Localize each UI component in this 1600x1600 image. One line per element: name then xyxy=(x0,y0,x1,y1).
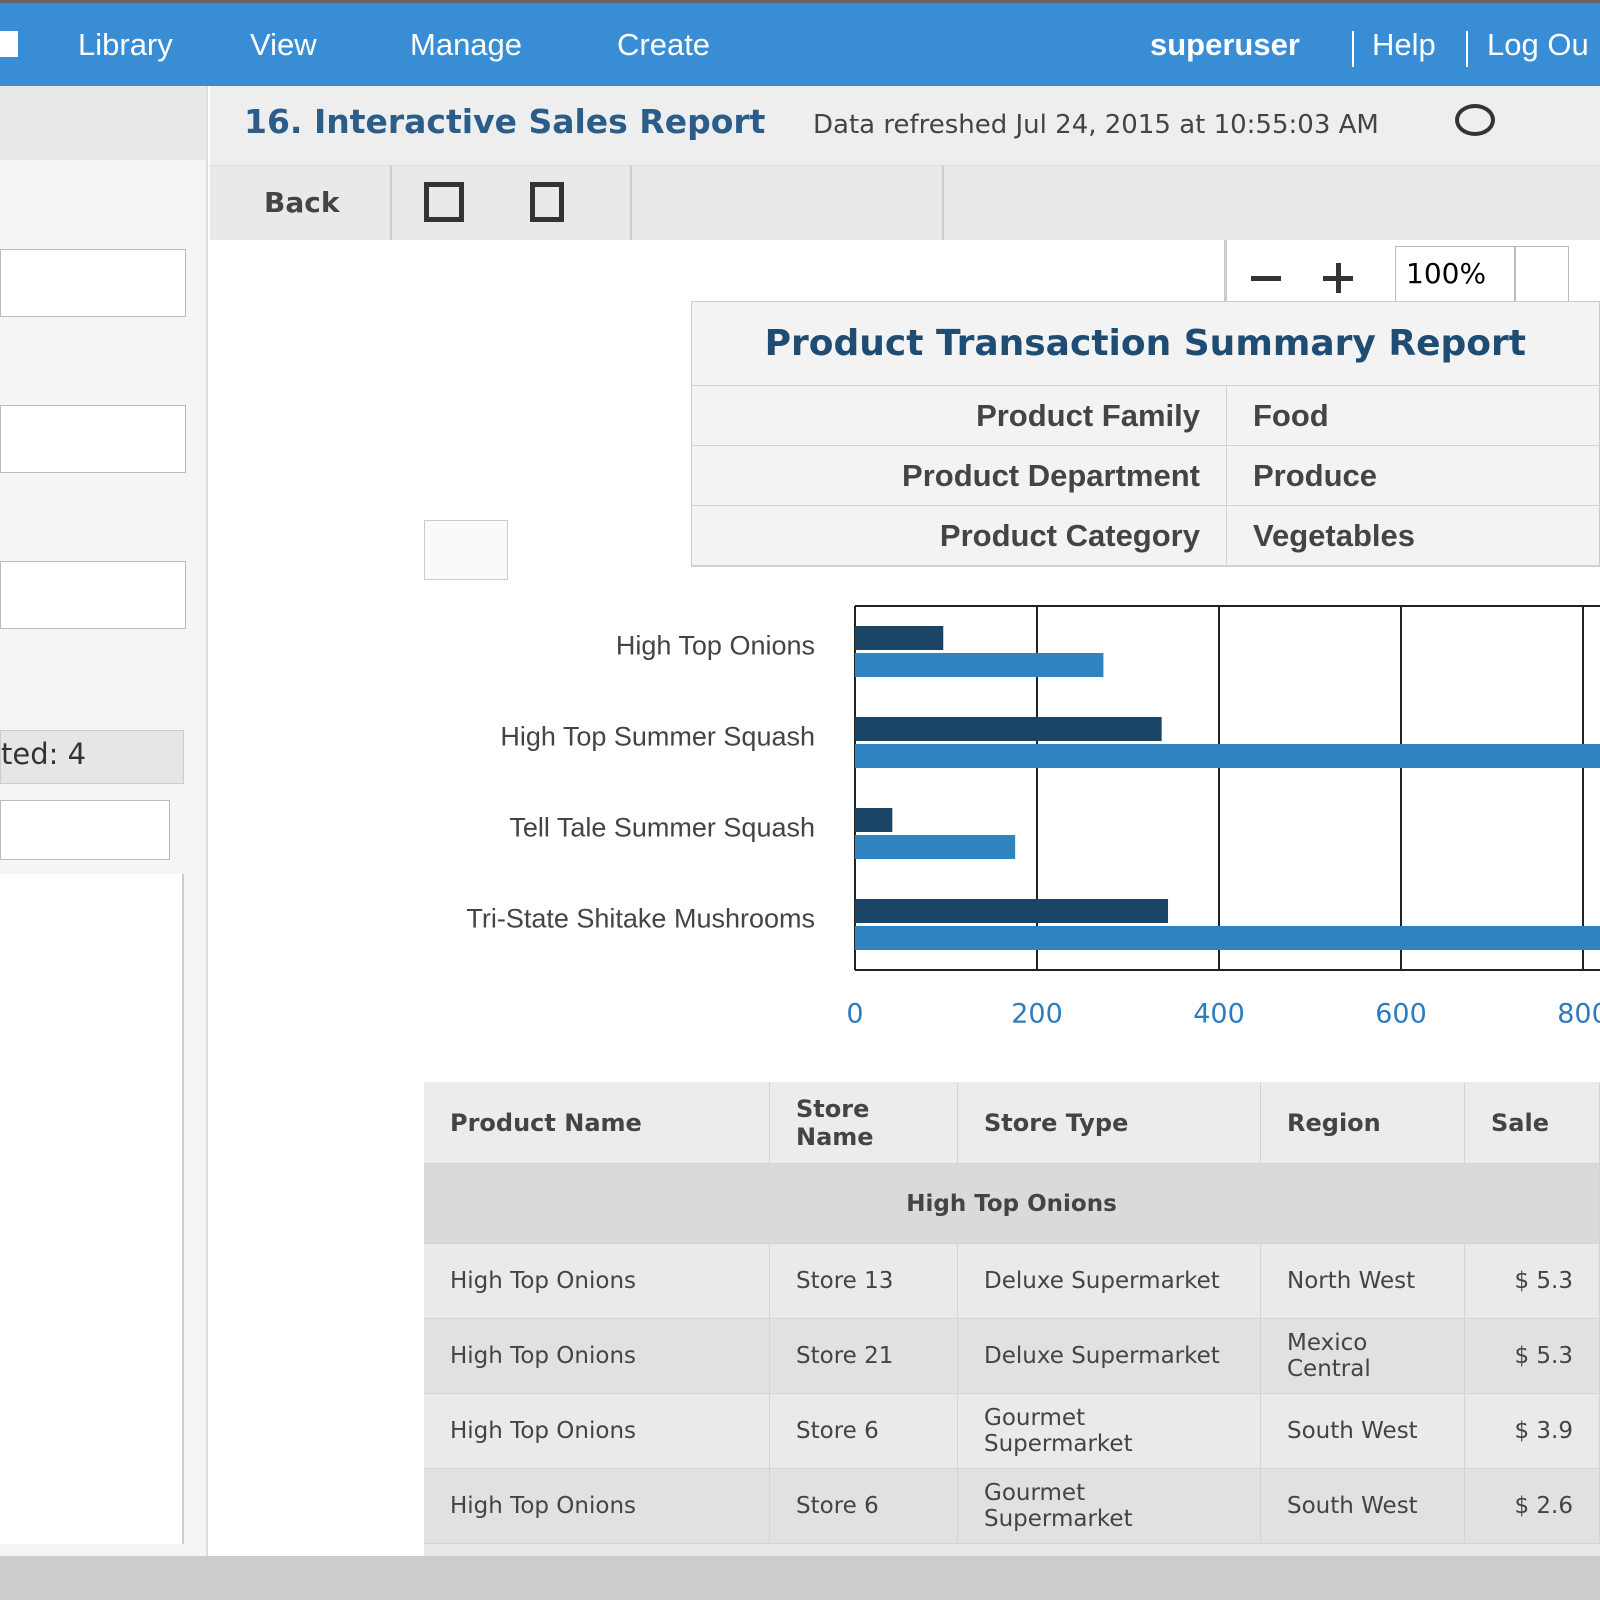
data-table: Product Name Store Name Store Type Region Sa… xyxy=(424,1082,1600,1556)
table-cell: $ 3.9 xyxy=(1465,1394,1600,1469)
separator xyxy=(1352,31,1354,67)
x-tick-label: 200 xyxy=(1011,999,1063,1030)
search-box[interactable] xyxy=(0,800,170,860)
report-title: Product Transaction Summary Report xyxy=(692,302,1600,386)
x-tick-label: 400 xyxy=(1193,999,1245,1030)
table-cell: Deluxe Supermarket xyxy=(958,1319,1261,1394)
nav-item[interactable]: View xyxy=(250,27,317,62)
toolbar: Back xyxy=(210,166,1600,240)
x-tick-label: 0 xyxy=(846,999,863,1030)
separator xyxy=(630,166,632,240)
table-cell: High Top Onions xyxy=(424,1469,770,1544)
zoom-dropdown[interactable] xyxy=(1515,246,1569,302)
bar xyxy=(855,744,1600,768)
bar xyxy=(855,808,893,832)
refreshed: Data refreshed Jul 24, 2015 at 10:55:03 … xyxy=(813,110,1379,140)
search-box[interactable] xyxy=(0,405,186,473)
table-cell: South West xyxy=(1261,1469,1465,1544)
column-header: Store Type xyxy=(958,1082,1261,1164)
user[interactable]: superuser xyxy=(1150,27,1300,62)
group-row: High Top Onions xyxy=(424,1164,1600,1244)
zoom-input[interactable]: 100% xyxy=(1395,246,1515,302)
column-header: Store Name xyxy=(770,1082,958,1164)
x-tick-label: 800 xyxy=(1557,999,1600,1030)
nav-item[interactable]: Create xyxy=(617,27,711,62)
chart: 0 200 400 600 800 High Top Onions High Top Sum… xyxy=(466,605,1600,1030)
settings-button[interactable] xyxy=(424,520,508,580)
sidebar-head xyxy=(0,86,206,160)
category-label: High Top Summer Squash xyxy=(500,722,815,752)
table-cell: $ 5.3 xyxy=(1465,1319,1600,1394)
param-value: Produce xyxy=(1227,446,1600,506)
bar xyxy=(855,717,1162,741)
table-cell: Store 6 xyxy=(770,1394,958,1469)
nav-item[interactable]: Manage xyxy=(410,27,523,62)
bar xyxy=(855,626,944,650)
help[interactable]: Help xyxy=(1372,27,1436,62)
sidebar: ted: 4 xyxy=(0,86,208,1556)
selected-count: ted: 4 xyxy=(0,730,184,784)
nav-item[interactable]: Library xyxy=(78,27,173,62)
export-icon[interactable] xyxy=(530,182,564,222)
table-cell: Deluxe Supermarket xyxy=(958,1244,1261,1319)
table-cell: High Top Onions xyxy=(424,1319,770,1394)
back-button[interactable]: Back xyxy=(264,186,340,219)
table-cell: High Top Onions xyxy=(424,1394,770,1469)
separator xyxy=(942,166,944,240)
column-header: Region xyxy=(1261,1082,1465,1164)
category-label: Tell Tale Summer Squash xyxy=(509,813,815,843)
save-icon[interactable] xyxy=(424,182,464,222)
column-header: Sale xyxy=(1465,1082,1600,1164)
table-cell: High Top Onions xyxy=(424,1244,770,1319)
table-cell: Store 6 xyxy=(770,1469,958,1544)
table-cell: Store 21 xyxy=(770,1319,958,1394)
param-value: Vegetables xyxy=(1227,506,1600,566)
search-box[interactable] xyxy=(0,561,186,629)
search-box[interactable] xyxy=(0,249,186,317)
bar xyxy=(855,926,1600,950)
param-label: Product Category xyxy=(692,506,1227,566)
report-name: 16. Interactive Sales Report xyxy=(244,102,766,141)
status-bar xyxy=(0,1556,1600,1600)
bar xyxy=(855,653,1104,677)
list-panel xyxy=(0,874,184,1544)
table-cell: Store 13 xyxy=(770,1244,958,1319)
category-label: High Top Onions xyxy=(616,631,815,661)
logout[interactable]: Log Ou xyxy=(1487,27,1589,62)
column-header: Product Name xyxy=(424,1082,770,1164)
table-cell: Gourmet Supermarket xyxy=(958,1394,1261,1469)
x-tick-label: 600 xyxy=(1375,999,1427,1030)
separator xyxy=(1466,31,1468,67)
param-label: Product Family xyxy=(692,386,1227,446)
zoom-in[interactable] xyxy=(1336,263,1341,293)
table-cell: Mexico Central xyxy=(1261,1319,1465,1394)
table-cell: $ 5.3 xyxy=(1465,1244,1600,1319)
param-label: Product Department xyxy=(692,446,1227,506)
zoom-out[interactable] xyxy=(1251,276,1281,281)
table-cell: South West xyxy=(1261,1394,1465,1469)
category-label: Tri-State Shitake Mushrooms xyxy=(466,904,815,934)
zoom-bar: 100% xyxy=(1224,240,1600,310)
table-cell: Gourmet Supermarket xyxy=(958,1469,1261,1544)
refresh-icon[interactable] xyxy=(1455,104,1495,136)
table-cell: $ 2.6 xyxy=(1465,1469,1600,1544)
home-icon[interactable] xyxy=(0,31,18,57)
param-value: Food xyxy=(1227,386,1600,446)
table-cell: North West xyxy=(1261,1244,1465,1319)
bar xyxy=(855,899,1169,923)
parameter-panel: Product Transaction Summary Report Produc… xyxy=(691,301,1600,567)
bar xyxy=(855,835,1016,859)
nav-bar: Library View Manage Create superuser Hel… xyxy=(0,0,1600,86)
separator xyxy=(390,166,392,240)
report-header: 16. Interactive Sales Report Data refres… xyxy=(210,86,1600,166)
